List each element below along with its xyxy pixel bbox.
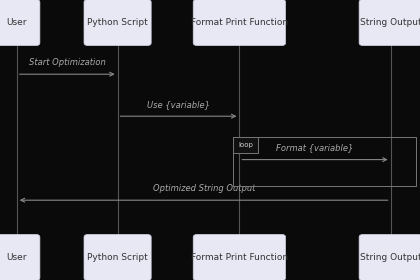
FancyBboxPatch shape	[359, 0, 420, 46]
Bar	[233, 137, 258, 153]
FancyBboxPatch shape	[0, 234, 40, 280]
Text: User: User	[7, 18, 27, 27]
Text: Format {variable}: Format {variable}	[276, 144, 354, 153]
FancyBboxPatch shape	[0, 0, 40, 46]
FancyBboxPatch shape	[84, 0, 151, 46]
Text: Format Print Function: Format Print Function	[191, 18, 288, 27]
FancyBboxPatch shape	[359, 234, 420, 280]
FancyBboxPatch shape	[84, 234, 151, 280]
Text: Python Script: Python Script	[87, 18, 148, 27]
Text: String Output: String Output	[360, 253, 420, 262]
Text: User: User	[7, 253, 27, 262]
Text: Optimized String Output: Optimized String Output	[152, 184, 255, 193]
FancyBboxPatch shape	[193, 234, 286, 280]
Text: loop: loop	[238, 142, 253, 148]
Text: Format Print Function: Format Print Function	[191, 253, 288, 262]
FancyBboxPatch shape	[193, 0, 286, 46]
Bar	[233, 137, 416, 186]
Text: Python Script: Python Script	[87, 253, 148, 262]
Text: Use {variable}: Use {variable}	[147, 100, 210, 109]
Text: String Output: String Output	[360, 18, 420, 27]
Text: Start Optimization: Start Optimization	[29, 58, 105, 67]
